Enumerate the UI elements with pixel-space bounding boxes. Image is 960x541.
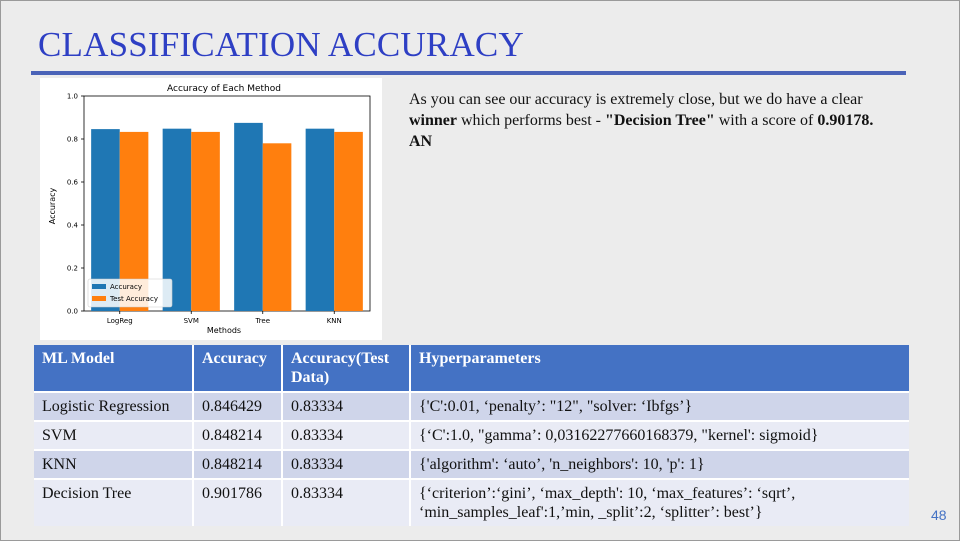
title-underline xyxy=(31,71,906,75)
cell-hyperparameters: {'algorithm': ‘auto’, 'n_neighbors': 10,… xyxy=(410,449,909,479)
header-ml-model: ML Model xyxy=(34,345,194,392)
y-tick-label: 0.2 xyxy=(67,265,78,273)
x-tick-label: KNN xyxy=(327,317,342,325)
cell-model: KNN xyxy=(34,449,194,479)
cell-accuracy: 0.848214 xyxy=(193,449,283,479)
header-hyperparameters: Hyperparameters xyxy=(410,345,909,392)
summary-part2: which performs best - xyxy=(457,112,605,129)
legend-swatch xyxy=(92,284,106,289)
summary-score: 0.90178. AN xyxy=(409,112,874,150)
summary-part3: with a score of xyxy=(714,112,818,129)
cell-test-accuracy: 0.83334 xyxy=(282,391,411,421)
cell-test-accuracy: 0.83334 xyxy=(282,420,411,450)
legend-label: Test Accuracy xyxy=(109,295,158,303)
cell-accuracy: 0.846429 xyxy=(193,391,283,421)
summary-model: "Decision Tree" xyxy=(604,112,715,129)
plot-area: 0.0 0.2 0.4 0.6 0.8 1.0 LogReg SVM Tree KNN Accura… xyxy=(67,93,371,325)
cell-hyperparameters: {‘criterion’:‘gini’, ‘max_depth': 10, ‘m… xyxy=(410,478,909,526)
y-tick-label: 1.0 xyxy=(67,93,78,101)
results-table: ML Model Accuracy Accuracy(Test Data) Hy… xyxy=(34,345,909,526)
bar-test-accuracy xyxy=(191,131,220,311)
chart-svg: Accuracy of Each Method Accuracy Methods… xyxy=(48,84,371,335)
cell-model: Logistic Regression xyxy=(34,391,194,421)
x-tick-label: Tree xyxy=(254,317,270,325)
chart-y-axis-label: Accuracy xyxy=(48,187,57,224)
header-accuracy: Accuracy xyxy=(193,345,283,392)
bar-accuracy xyxy=(234,122,263,311)
chart-title: Accuracy of Each Method xyxy=(167,84,281,94)
cell-test-accuracy: 0.83334 xyxy=(282,478,411,526)
bar-accuracy xyxy=(305,128,335,311)
table-row: Decision Tree 0.901786 0.83334 {‘criteri… xyxy=(34,478,909,526)
bar-test-accuracy xyxy=(334,131,363,311)
page-number: 48 xyxy=(931,507,947,523)
table-header-row: ML Model Accuracy Accuracy(Test Data) Hy… xyxy=(34,345,909,392)
plot-frame xyxy=(83,95,371,312)
legend-box xyxy=(87,278,173,308)
chart-x-axis-label: Methods xyxy=(207,326,241,335)
summary-text: As you can see our accuracy is extremely… xyxy=(409,89,889,152)
x-tick-label: LogReg xyxy=(107,317,133,325)
legend-swatch xyxy=(92,296,106,301)
slide-title: CLASSIFICATION ACCURACY xyxy=(38,25,524,64)
y-tick-label: 0.6 xyxy=(67,179,79,187)
y-tick-label: 0.0 xyxy=(67,308,78,316)
accuracy-chart: Accuracy of Each Method Accuracy Methods… xyxy=(40,78,382,340)
cell-test-accuracy: 0.83334 xyxy=(282,449,411,479)
cell-model: SVM xyxy=(34,420,194,450)
bar-test-accuracy xyxy=(262,143,292,311)
cell-hyperparameters: {‘C':1.0, "gamma’: 0,03162277660168379, … xyxy=(410,420,909,450)
summary-winner: winner xyxy=(409,112,457,129)
table-row: KNN 0.848214 0.83334 {'algorithm': ‘auto… xyxy=(34,449,909,479)
y-tick-label: 0.8 xyxy=(67,136,78,144)
table-row: SVM 0.848214 0.83334 {‘C':1.0, "gamma’: … xyxy=(34,420,909,450)
header-accuracy-test: Accuracy(Test Data) xyxy=(282,345,411,392)
y-tick-label: 0.4 xyxy=(67,222,79,230)
summary-part1: As you can see our accuracy is extremely… xyxy=(409,91,863,108)
x-tick-label: SVM xyxy=(184,317,199,325)
cell-model: Decision Tree xyxy=(34,478,194,526)
cell-hyperparameters: {'C':0.01, ‘penalty’: "12", "solver: ‘Ib… xyxy=(410,391,909,421)
legend-label: Accuracy xyxy=(110,283,142,291)
cell-accuracy: 0.848214 xyxy=(193,420,283,450)
cell-accuracy: 0.901786 xyxy=(193,478,283,526)
table-row: Logistic Regression 0.846429 0.83334 {'C… xyxy=(34,391,909,421)
